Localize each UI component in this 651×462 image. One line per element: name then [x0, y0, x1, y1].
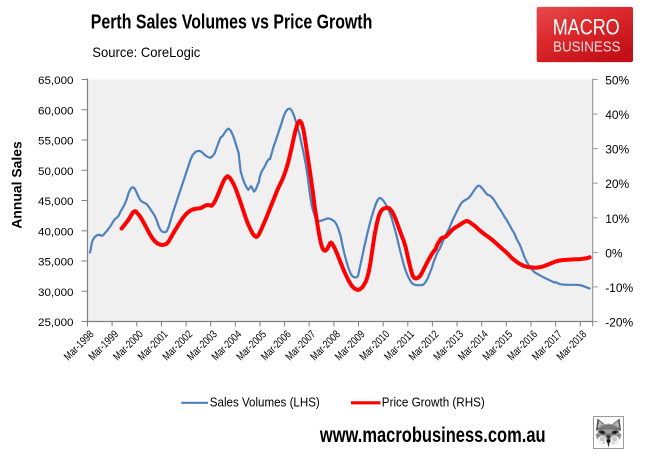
svg-text:20%: 20% [605, 177, 629, 191]
svg-text:BUSINESS: BUSINESS [553, 40, 621, 56]
svg-text:Price Growth (RHS): Price Growth (RHS) [382, 396, 485, 410]
svg-text:MACRO: MACRO [553, 15, 620, 40]
svg-text:-20%: -20% [605, 316, 633, 330]
svg-text:35,000: 35,000 [38, 257, 74, 269]
svg-text:65,000: 65,000 [38, 75, 74, 87]
svg-text:www.macrobusiness.com.au: www.macrobusiness.com.au [319, 423, 545, 447]
svg-text:-10%: -10% [605, 281, 633, 295]
svg-text:Source: CoreLogic: Source: CoreLogic [92, 44, 200, 60]
svg-text:Sales Volumes (LHS): Sales Volumes (LHS) [210, 396, 320, 410]
svg-text:60,000: 60,000 [38, 105, 74, 117]
svg-text:40%: 40% [605, 108, 629, 122]
svg-text:30,000: 30,000 [38, 287, 74, 299]
svg-text:30%: 30% [605, 143, 629, 157]
svg-text:50,000: 50,000 [38, 166, 74, 178]
svg-text:50%: 50% [605, 74, 629, 88]
svg-text:45,000: 45,000 [38, 196, 74, 208]
svg-text:25,000: 25,000 [38, 317, 74, 329]
svg-text:40,000: 40,000 [38, 226, 74, 238]
svg-text:10%: 10% [605, 212, 629, 226]
svg-text:0%: 0% [605, 246, 623, 260]
svg-text:Perth Sales Volumes vs Price G: Perth Sales Volumes vs Price Growth [91, 11, 373, 34]
svg-text:55,000: 55,000 [38, 136, 74, 148]
svg-text:Annual Sales: Annual Sales [9, 141, 25, 229]
